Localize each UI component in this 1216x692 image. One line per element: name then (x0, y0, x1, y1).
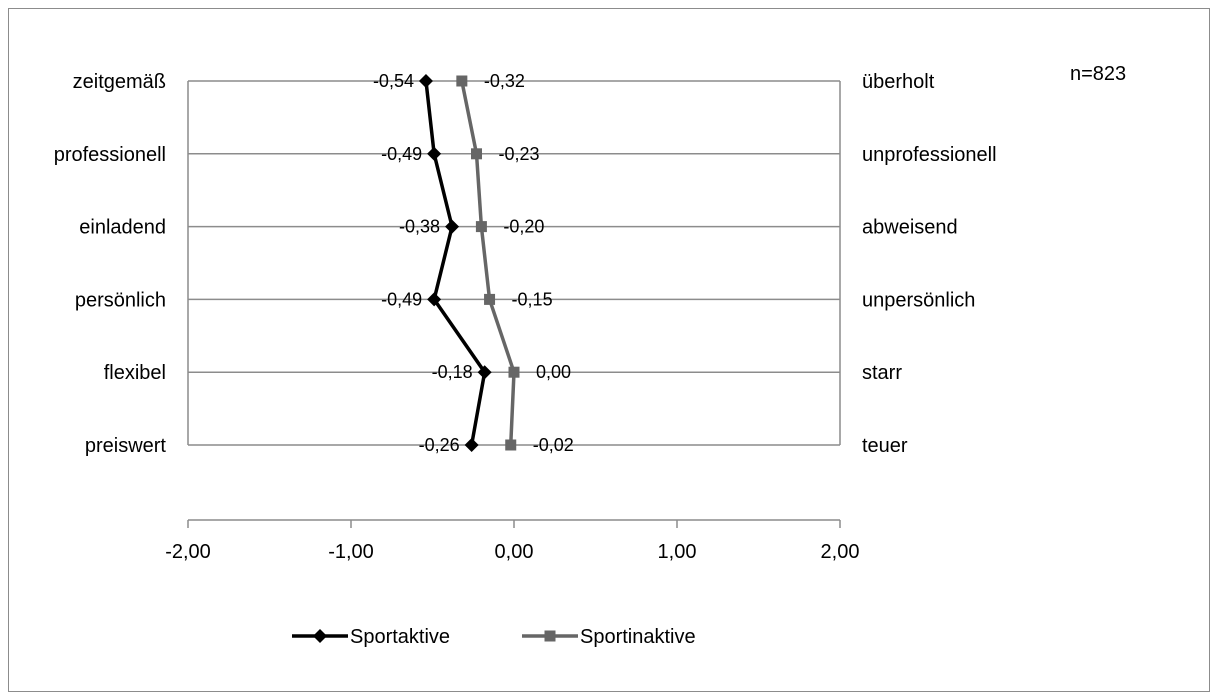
legend-label-sportinaktive: Sportinaktive (580, 626, 696, 648)
left-category-labels: zeitgemäß professionell einladend persönlic… (54, 71, 167, 457)
data-label-sportinaktive: -0,02 (533, 435, 574, 455)
data-point-sportaktive (418, 74, 433, 88)
category-right-label: teuer (862, 435, 908, 457)
category-right-label: überholt (862, 71, 935, 93)
x-tick-label: 2,00 (821, 541, 860, 563)
data-point-sportaktive (464, 438, 479, 452)
data-point-sportinaktive (471, 148, 483, 160)
data-label-sportinaktive: 0,00 (536, 362, 571, 382)
category-right-label: unprofessionell (862, 144, 997, 166)
data-point-sportaktive (427, 292, 442, 307)
category-right-label: unpersönlich (862, 289, 975, 311)
x-tick-label: -1,00 (328, 541, 374, 563)
series-layer (418, 74, 520, 452)
data-labels: -0,54 -0,49 -0,38 -0,49 -0,18 -0,26 -0,32 -0,23… (373, 71, 574, 455)
data-label-sportaktive: -0,26 (419, 435, 460, 455)
series-line-sportinaktive (460, 80, 516, 446)
data-point-sportinaktive (475, 221, 487, 233)
category-left-label: einladend (79, 217, 166, 239)
grid-layer (187, 80, 841, 446)
data-label-sportaktive: -0,54 (373, 71, 414, 91)
data-label-sportinaktive: -0,32 (484, 71, 525, 91)
axis-layer: -2,00 -1,00 0,00 1,00 2,00 (165, 519, 860, 563)
data-point-sportinaktive (484, 293, 496, 305)
data-point-sportinaktive (456, 75, 468, 87)
data-label-sportinaktive: -0,15 (512, 289, 553, 309)
legend: Sportaktive Sportinaktive (292, 626, 696, 648)
data-point-sportaktive (477, 365, 492, 380)
data-point-sportinaktive (505, 439, 517, 451)
data-point-sportinaktive (508, 366, 520, 378)
data-label-sportaktive: -0,49 (381, 289, 422, 309)
data-point-sportaktive (427, 146, 442, 161)
x-tick-label: -2,00 (165, 541, 211, 563)
legend-marker-sportaktive (313, 629, 327, 643)
data-label-sportinaktive: -0,23 (499, 144, 540, 164)
series-line-sportaktive (424, 80, 487, 446)
x-tick-label: 0,00 (495, 541, 534, 563)
category-left-label: preiswert (85, 435, 167, 457)
legend-marker-sportinaktive (544, 630, 556, 642)
x-tick-label: 1,00 (658, 541, 697, 563)
category-right-label: starr (862, 362, 902, 384)
category-left-label: zeitgemäß (73, 71, 166, 93)
legend-label-sportaktive: Sportaktive (350, 626, 450, 648)
sample-size-annotation: n=823 (1070, 63, 1126, 85)
data-label-sportaktive: -0,49 (381, 144, 422, 164)
category-left-label: flexibel (104, 362, 166, 384)
data-point-sportaktive (445, 219, 460, 234)
right-category-labels: überholt unprofessionell abweisend unpersön… (862, 71, 997, 457)
category-left-label: professionell (54, 144, 166, 166)
data-label-sportinaktive: -0,20 (503, 217, 544, 237)
data-label-sportaktive: -0,38 (399, 217, 440, 237)
category-left-label: persönlich (75, 289, 166, 311)
category-right-label: abweisend (862, 217, 958, 239)
data-label-sportaktive: -0,18 (432, 362, 473, 382)
